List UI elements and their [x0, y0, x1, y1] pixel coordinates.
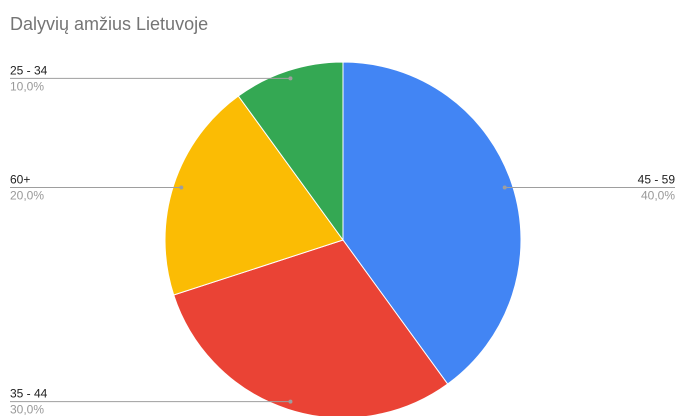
- pie-slice: [173, 239, 449, 416]
- slice-label: 35 - 44: [10, 387, 48, 401]
- pie-slice: [342, 61, 522, 385]
- leader-dot: [179, 185, 184, 190]
- slice-label: 45 - 59: [638, 172, 676, 186]
- leader-dot: [502, 185, 507, 190]
- chart-title: Dalyvių amžius Lietuvoje: [10, 14, 208, 34]
- slice-label: 25 - 34: [10, 63, 48, 77]
- pie-slice: [237, 61, 344, 242]
- leader-dot: [288, 76, 293, 81]
- leader-dot: [288, 399, 293, 404]
- slice-value-label: 40,0%: [641, 188, 675, 202]
- slice-value-label: 20,0%: [10, 188, 44, 202]
- slice-value-label: 10,0%: [10, 79, 44, 93]
- slice-label: 60+: [10, 172, 30, 186]
- slice-value-label: 30,0%: [10, 403, 44, 416]
- pie-slice: [164, 95, 344, 296]
